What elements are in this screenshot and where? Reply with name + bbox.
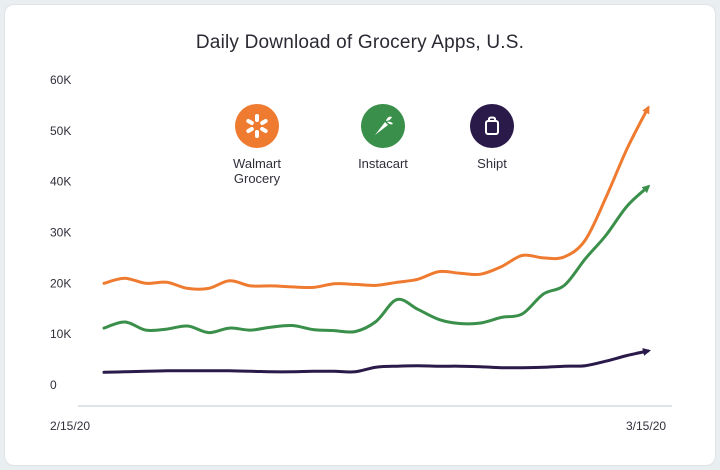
series-line-walmart-grocery [102,105,650,291]
legend-walmart: Walmart Grocery [202,104,312,186]
x-tick-start: 2/15/20 [50,419,90,433]
legend-instacart: Instacart [328,104,438,171]
y-tick-label: 50K [50,124,71,138]
y-tick-label: 30K [50,226,71,240]
walmart-spark-icon [235,104,279,148]
series-line-shipt [102,348,651,374]
legend-label-shipt: Shipt [477,156,507,171]
y-tick-label: 0 [50,378,57,392]
x-tick-end: 3/15/20 [626,419,666,433]
legend-label-instacart: Instacart [358,156,408,171]
y-tick-label: 10K [50,327,71,341]
legend-shipt: Shipt [437,104,547,171]
chart-card [4,4,716,466]
y-tick-label: 20K [50,276,71,290]
carrot-icon [361,104,405,148]
legend-label-walmart: Walmart Grocery [233,156,281,186]
y-tick-label: 40K [50,175,71,189]
shopping-bag-icon [470,104,514,148]
chart-title: Daily Download of Grocery Apps, U.S. [195,32,525,53]
series-line-instacart [102,184,651,335]
y-tick-label: 60K [50,73,71,87]
